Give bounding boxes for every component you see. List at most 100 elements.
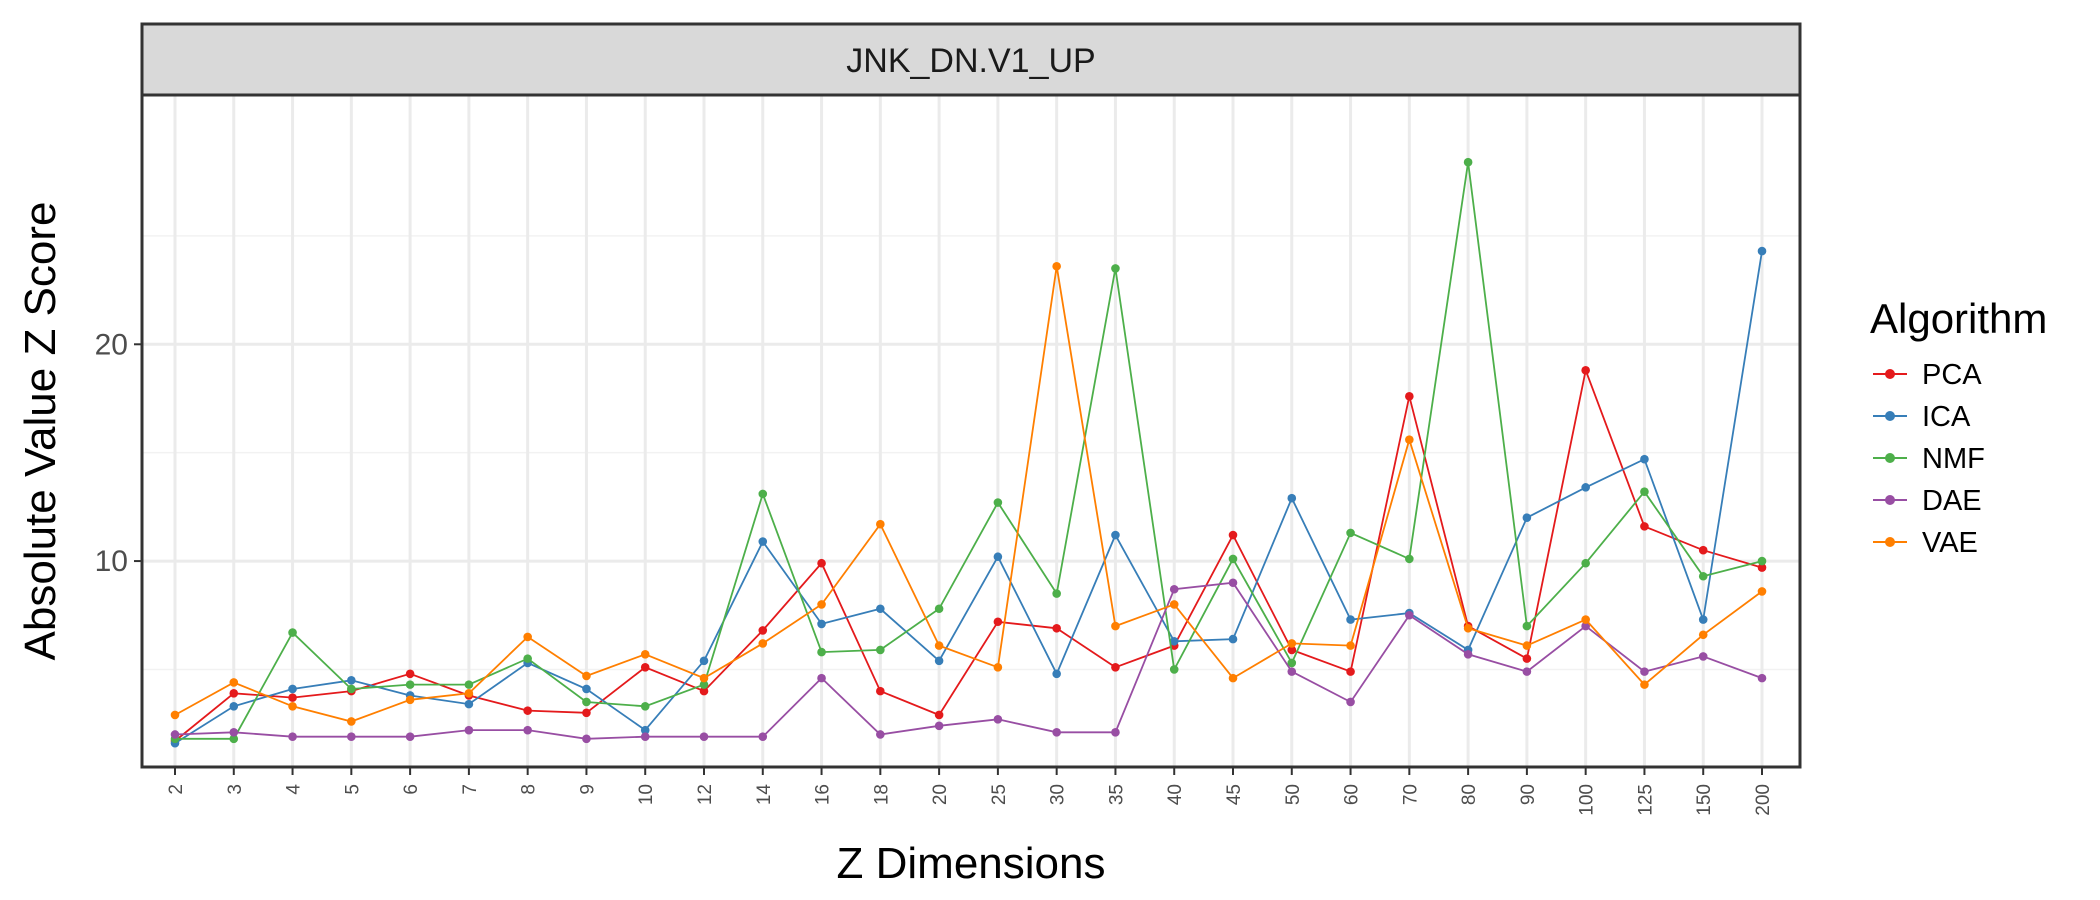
data-point-ica bbox=[288, 684, 297, 694]
x-tick-label: 30 bbox=[1048, 784, 1069, 805]
data-point-dae bbox=[523, 725, 532, 735]
data-point-ica bbox=[1698, 615, 1708, 624]
data-point-vae bbox=[1169, 600, 1179, 609]
y-tick-label: 20 bbox=[95, 328, 128, 361]
data-point-vae bbox=[699, 673, 709, 683]
data-point-pca bbox=[1287, 645, 1297, 655]
data-point-pca bbox=[229, 688, 239, 698]
data-point-vae bbox=[347, 717, 356, 726]
data-point-vae bbox=[405, 695, 415, 705]
data-point-vae bbox=[1405, 435, 1414, 444]
series-ica bbox=[170, 246, 1767, 748]
x-tick-label: 150 bbox=[1694, 784, 1715, 816]
data-point-dae bbox=[1228, 578, 1238, 588]
data-point-nmf bbox=[1640, 487, 1649, 496]
x-tick-label: 8 bbox=[519, 784, 540, 795]
data-point-dae bbox=[1522, 667, 1532, 676]
data-point-nmf bbox=[817, 647, 826, 657]
data-point-nmf bbox=[640, 702, 650, 711]
data-point-dae bbox=[1169, 584, 1179, 594]
legend-key-point bbox=[1885, 453, 1895, 463]
x-tick-label: 100 bbox=[1577, 784, 1598, 816]
legend-key-point bbox=[1885, 411, 1895, 421]
data-point-vae bbox=[817, 600, 826, 609]
data-point-ica bbox=[1169, 636, 1179, 646]
data-point-dae bbox=[1052, 728, 1061, 737]
data-point-nmf bbox=[523, 654, 532, 663]
legend-items: PCA ICA NMF DAE VAE bbox=[1873, 359, 1985, 559]
data-point-pca bbox=[1111, 662, 1120, 672]
data-point-dae bbox=[934, 721, 944, 731]
x-axis: 2 3 4 5 6 7 8 9 10 12 14 16 18 20 25 30 35 40 45 50 60 70 80 90… bbox=[166, 767, 1774, 816]
legend: Algorithm PCA ICA NMF DAE VAE bbox=[1870, 295, 2047, 559]
data-point-dae bbox=[229, 728, 239, 737]
data-point-vae bbox=[1757, 587, 1767, 596]
y-tick-label: 10 bbox=[95, 545, 128, 578]
data-point-dae bbox=[1463, 649, 1473, 659]
data-point-ica bbox=[640, 725, 650, 735]
x-tick-label: 60 bbox=[1342, 784, 1363, 805]
legend-item-dae: DAE bbox=[1873, 485, 1982, 517]
data-point-ica bbox=[934, 656, 944, 666]
data-point-nmf bbox=[1228, 554, 1238, 564]
x-tick-label: 12 bbox=[695, 784, 716, 805]
x-tick-label: 125 bbox=[1635, 784, 1656, 816]
data-point-nmf bbox=[347, 684, 356, 694]
data-point-ica bbox=[1228, 634, 1238, 644]
legend-key-point bbox=[1885, 537, 1895, 547]
data-point-dae bbox=[1287, 667, 1297, 676]
x-tick-label: 7 bbox=[460, 784, 481, 795]
data-point-pca bbox=[817, 558, 826, 568]
data-point-vae bbox=[876, 519, 885, 529]
x-tick-label: 25 bbox=[989, 784, 1010, 805]
data-point-vae bbox=[1698, 630, 1708, 640]
series-nmf bbox=[170, 157, 1767, 744]
data-point-pca bbox=[1346, 667, 1355, 676]
data-point-ica bbox=[817, 619, 826, 629]
data-point-pca bbox=[1052, 623, 1061, 633]
data-point-dae bbox=[817, 673, 826, 683]
data-point-pca bbox=[405, 669, 415, 679]
x-tick-label: 35 bbox=[1106, 784, 1127, 805]
data-point-pca bbox=[993, 617, 1003, 627]
data-point-dae bbox=[1698, 652, 1708, 661]
data-point-nmf bbox=[1463, 157, 1473, 167]
data-point-vae bbox=[934, 641, 944, 650]
data-point-vae bbox=[288, 702, 297, 711]
data-point-pca bbox=[1698, 545, 1708, 555]
data-point-nmf bbox=[934, 604, 944, 614]
plot-panel bbox=[142, 95, 1800, 767]
legend-label: PCA bbox=[1922, 359, 1982, 391]
data-point-pca bbox=[934, 710, 944, 720]
legend-label: NMF bbox=[1922, 443, 1985, 475]
data-point-vae bbox=[1287, 639, 1297, 648]
data-point-dae bbox=[582, 734, 591, 744]
data-point-ica bbox=[1581, 483, 1590, 492]
x-tick-label: 6 bbox=[401, 784, 422, 795]
data-point-vae bbox=[1463, 623, 1473, 633]
data-point-nmf bbox=[876, 645, 885, 655]
data-point-dae bbox=[876, 730, 885, 739]
data-point-vae bbox=[1228, 673, 1238, 683]
data-point-vae bbox=[464, 688, 474, 698]
data-point-nmf bbox=[1581, 558, 1590, 568]
legend-label: ICA bbox=[1922, 401, 1971, 433]
legend-item-pca: PCA bbox=[1873, 359, 1982, 391]
data-point-pca bbox=[523, 706, 532, 715]
data-point-nmf bbox=[288, 628, 297, 637]
x-tick-label: 70 bbox=[1400, 784, 1421, 805]
data-point-nmf bbox=[464, 680, 474, 689]
data-point-vae bbox=[170, 710, 180, 720]
x-axis-title: Z Dimensions bbox=[837, 839, 1106, 888]
data-point-nmf bbox=[1757, 556, 1767, 566]
data-point-vae bbox=[758, 639, 768, 648]
data-point-nmf bbox=[1405, 554, 1414, 564]
x-tick-label: 40 bbox=[1165, 784, 1186, 805]
data-point-ica bbox=[582, 684, 591, 694]
data-point-pca bbox=[758, 626, 768, 635]
series-vae bbox=[170, 261, 1767, 726]
data-point-ica bbox=[1522, 513, 1532, 523]
y-axis: 10 20 bbox=[95, 328, 142, 578]
legend-key-point bbox=[1885, 495, 1895, 505]
series-line-vae bbox=[174, 266, 1763, 723]
